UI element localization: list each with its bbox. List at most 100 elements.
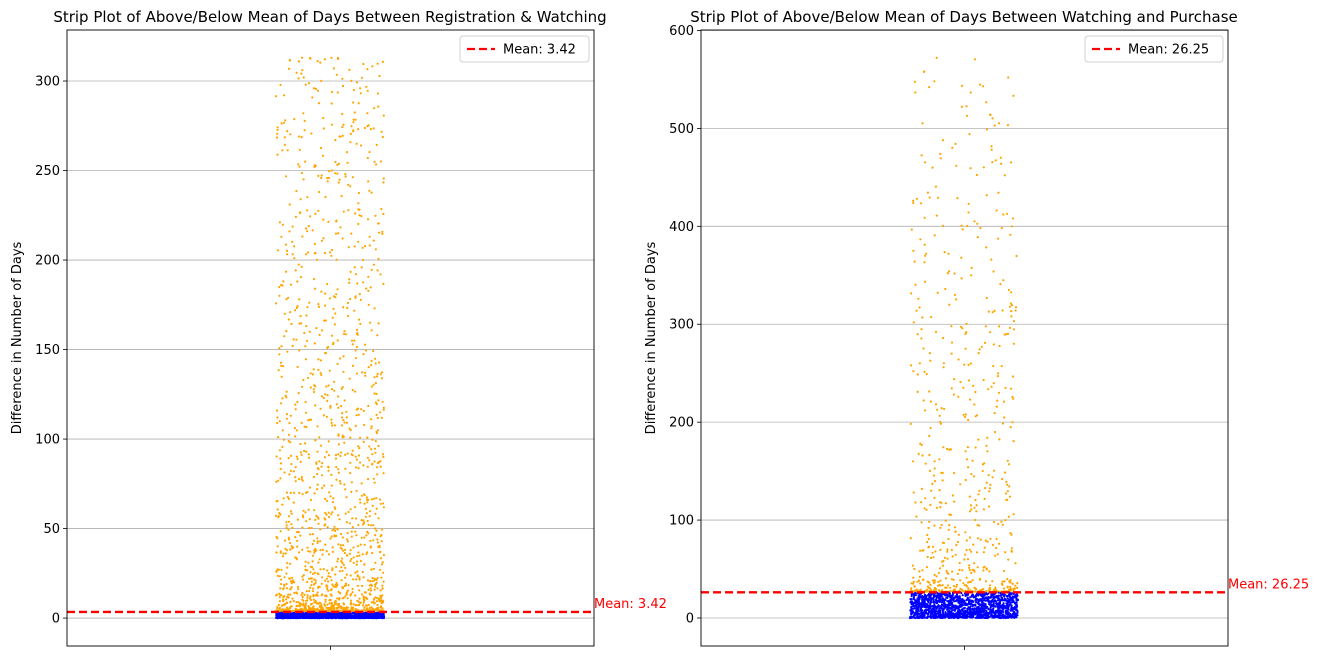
- above-mean-point: [281, 503, 284, 506]
- above-mean-point: [926, 191, 930, 194]
- below-mean-point: [1011, 599, 1015, 602]
- below-mean-point: [997, 602, 1000, 605]
- above-mean-point: [349, 574, 352, 577]
- below-mean-point: [909, 598, 912, 601]
- above-mean-point: [340, 560, 343, 563]
- above-mean-point: [373, 460, 376, 463]
- above-mean-point: [327, 384, 330, 387]
- above-mean-point: [370, 385, 373, 388]
- above-mean-point: [281, 365, 285, 368]
- above-mean-point: [376, 603, 379, 607]
- above-mean-point: [297, 163, 300, 166]
- below-mean-point: [283, 613, 286, 616]
- above-mean-point: [361, 246, 364, 249]
- above-mean-point: [325, 577, 328, 580]
- above-mean-point: [347, 510, 350, 514]
- below-mean-point: [932, 601, 936, 604]
- above-mean-point: [303, 605, 306, 608]
- above-mean-point: [309, 586, 312, 590]
- above-mean-point: [308, 82, 311, 85]
- above-mean-point: [382, 181, 385, 184]
- above-mean-point: [943, 251, 946, 254]
- above-mean-point: [370, 589, 373, 592]
- above-mean-point: [324, 600, 327, 603]
- above-mean-point: [302, 509, 305, 512]
- above-mean-point: [984, 325, 987, 328]
- above-mean-point: [379, 594, 382, 597]
- above-mean-point: [319, 540, 322, 543]
- above-mean-point: [326, 603, 329, 606]
- above-mean-point: [277, 479, 280, 482]
- above-mean-point: [359, 436, 362, 439]
- below-mean-point: [358, 615, 361, 618]
- above-mean-point: [319, 146, 323, 150]
- above-mean-point: [992, 270, 995, 273]
- above-mean-point: [992, 382, 995, 385]
- above-mean-point: [343, 483, 346, 486]
- above-mean-point: [970, 550, 973, 553]
- above-mean-point: [350, 125, 353, 128]
- below-mean-point: [946, 596, 949, 600]
- above-mean-point: [358, 589, 361, 592]
- above-mean-point: [376, 587, 379, 590]
- above-mean-point: [1006, 578, 1009, 581]
- above-mean-point: [371, 551, 374, 555]
- above-mean-point: [916, 373, 919, 376]
- below-mean-point: [991, 611, 994, 614]
- above-mean-point: [941, 139, 945, 142]
- above-mean-point: [364, 591, 367, 594]
- above-mean-point: [979, 538, 982, 541]
- above-mean-point: [279, 462, 283, 465]
- below-mean-point: [1000, 596, 1003, 599]
- above-mean-point: [374, 362, 377, 365]
- below-mean-point: [994, 600, 998, 603]
- above-mean-point: [366, 456, 369, 459]
- above-mean-point: [357, 102, 360, 105]
- above-mean-point: [376, 577, 379, 580]
- above-mean-point: [1005, 480, 1008, 483]
- above-mean-point: [316, 89, 319, 92]
- above-mean-point: [317, 102, 321, 105]
- above-mean-point: [368, 584, 371, 587]
- above-mean-point: [335, 581, 338, 585]
- above-mean-point: [316, 450, 319, 453]
- above-mean-point: [929, 400, 933, 403]
- above-mean-point: [1009, 426, 1012, 429]
- above-mean-point: [307, 453, 310, 456]
- above-mean-point: [320, 239, 324, 242]
- above-mean-point: [360, 494, 363, 497]
- above-mean-point: [973, 562, 976, 565]
- above-mean-point: [283, 94, 286, 97]
- above-mean-point: [958, 568, 961, 572]
- above-mean-point: [970, 473, 973, 476]
- above-mean-point: [993, 124, 996, 127]
- below-mean-point: [933, 616, 936, 619]
- above-mean-point: [953, 500, 956, 503]
- above-mean-point: [992, 364, 995, 368]
- above-mean-point: [929, 503, 932, 507]
- above-mean-point: [920, 487, 924, 490]
- below-mean-point: [941, 597, 944, 600]
- above-mean-point: [346, 306, 349, 310]
- below-mean-point: [926, 598, 930, 601]
- below-mean-point: [961, 594, 964, 597]
- above-mean-point: [284, 243, 287, 246]
- above-mean-point: [276, 249, 280, 252]
- above-mean-point: [306, 596, 309, 599]
- above-mean-point: [354, 506, 357, 509]
- above-mean-point: [354, 455, 357, 458]
- above-mean-point: [910, 587, 913, 590]
- above-mean-point: [975, 504, 978, 507]
- above-mean-point: [303, 129, 306, 132]
- above-mean-point: [370, 268, 373, 271]
- above-mean-point: [280, 582, 283, 586]
- above-mean-point: [305, 325, 308, 328]
- above-mean-point: [296, 530, 299, 534]
- above-mean-point: [363, 563, 366, 566]
- above-mean-point: [932, 545, 935, 548]
- above-mean-point: [942, 366, 945, 369]
- below-mean-point: [948, 600, 951, 603]
- below-mean-point: [985, 592, 988, 595]
- above-mean-point: [314, 608, 318, 612]
- above-mean-point: [297, 588, 300, 591]
